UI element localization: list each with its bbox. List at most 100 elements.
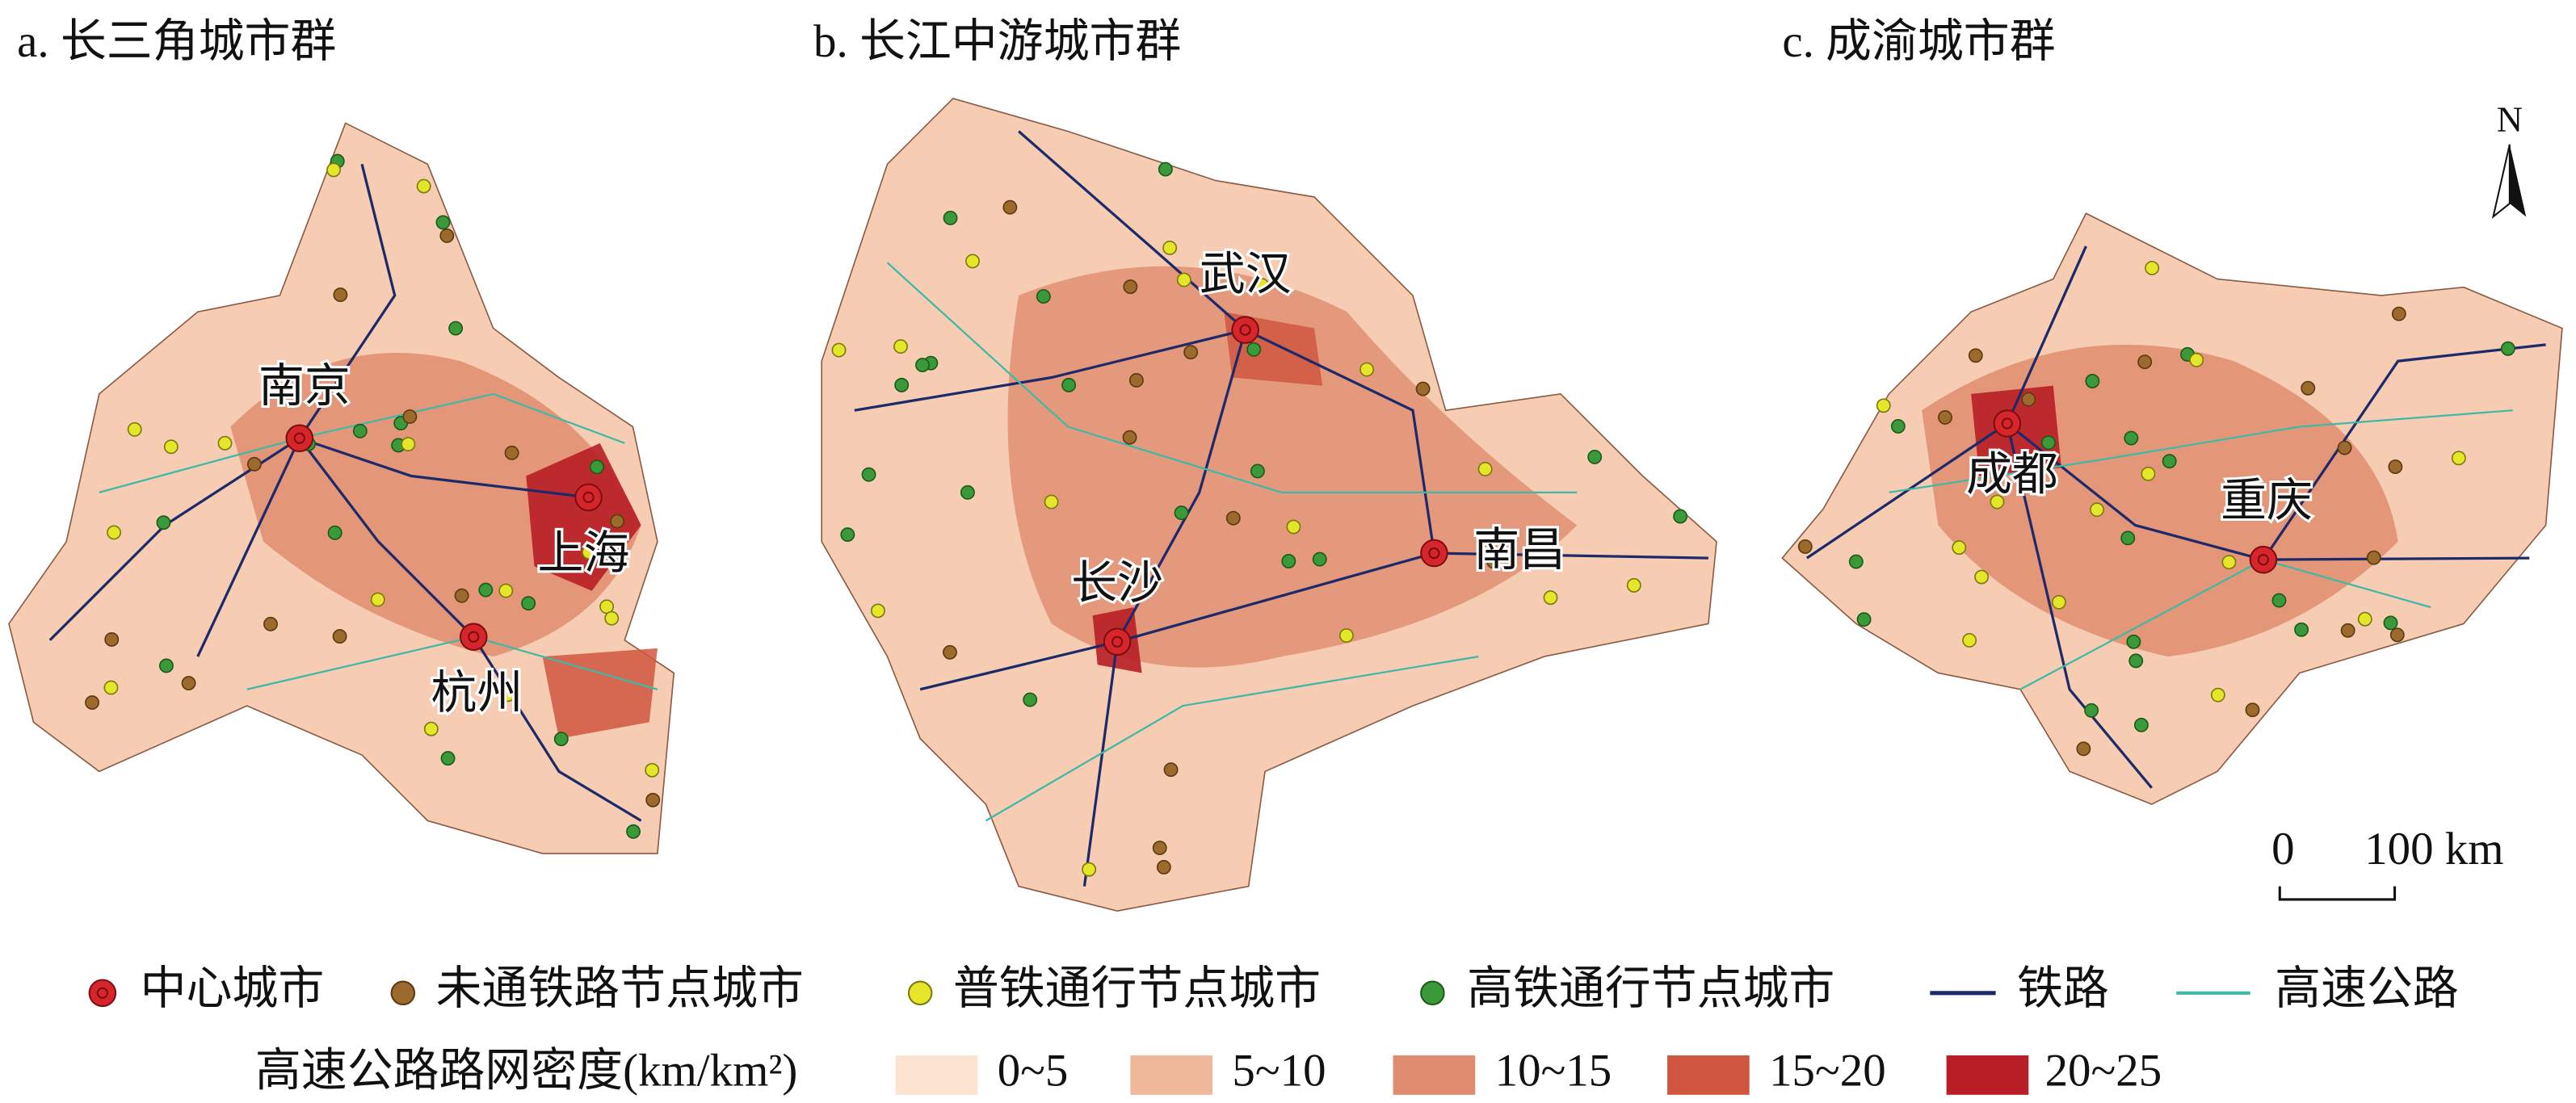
node-city <box>2388 459 2403 475</box>
node-city <box>1990 494 2005 510</box>
node-city <box>1477 462 1493 476</box>
node-city <box>1938 409 1952 425</box>
node-city <box>2391 306 2406 321</box>
legend-label: 5~10 <box>1232 1046 1326 1097</box>
legend-label: 20~25 <box>2045 1046 2162 1097</box>
highway <box>985 655 1479 822</box>
node-city <box>2085 374 2100 388</box>
node-city <box>85 695 100 710</box>
node-city <box>2383 615 2398 631</box>
node-city <box>1128 373 1144 388</box>
panel-title: c. 成渝城市群 <box>1782 16 2055 67</box>
node-city <box>181 676 196 690</box>
density-zone <box>526 442 641 591</box>
legend: 中心城市 未通铁路节点城市 普铁通行节点城市 高铁通行节点城市 铁路 高速公路 … <box>88 963 2459 1097</box>
node-city <box>2366 550 2381 565</box>
node-city <box>1061 377 1077 392</box>
node-city <box>1250 463 1265 479</box>
center-city-label: 重庆 <box>2221 476 2313 526</box>
center-city-marker-inner <box>582 491 595 504</box>
node-city <box>553 732 569 747</box>
node-city <box>2294 622 2309 637</box>
node-city <box>1415 381 1431 396</box>
center-city-marker <box>574 483 603 512</box>
density-zone <box>1007 266 1578 668</box>
north-label: N <box>2497 99 2523 140</box>
center-city-marker <box>2249 545 2278 574</box>
node-city <box>2500 341 2515 356</box>
node-city <box>1082 862 1097 877</box>
node-city <box>2245 702 2260 718</box>
node-city <box>831 342 847 358</box>
center-city-marker-inner <box>468 631 480 643</box>
legend-label: 高速公路 <box>2275 963 2459 1014</box>
node-city <box>1122 430 1137 445</box>
node-city <box>1848 554 1864 569</box>
legend-swatch <box>1946 1055 2029 1095</box>
node-city <box>2084 702 2099 718</box>
node-city <box>2040 435 2056 451</box>
node-city <box>2133 717 2149 732</box>
node-city <box>521 596 536 611</box>
scale-label: 100 km <box>2364 824 2503 874</box>
legend-center-city-inner <box>96 987 108 999</box>
center-city-marker-inner <box>2001 417 2013 430</box>
node-city <box>326 162 342 178</box>
node-city <box>1543 590 1558 606</box>
node-city <box>2271 593 2287 608</box>
legend-density-title: 高速公路路网密度(km/km²) <box>255 1046 797 1097</box>
legend-normal-rail <box>907 980 933 1006</box>
node-city <box>1162 240 1178 255</box>
node-city <box>861 467 876 482</box>
node-city <box>370 592 385 607</box>
legend-label: 15~20 <box>1769 1046 1886 1097</box>
legend-no-rail <box>390 980 416 1006</box>
node-city <box>156 515 171 531</box>
node-city <box>2126 634 2141 649</box>
railway <box>196 163 397 657</box>
scale-line <box>2278 886 2397 901</box>
node-city <box>2120 531 2136 546</box>
legend-label: 中心城市 <box>141 963 325 1014</box>
center-city-marker-inner <box>293 432 305 444</box>
center-city-label: 成都 <box>1966 450 2058 501</box>
node-city <box>332 629 347 644</box>
center-city-marker <box>1103 627 1132 656</box>
node-city <box>498 583 514 598</box>
legend-swatch <box>1393 1055 1476 1095</box>
node-city <box>2051 594 2066 610</box>
node-city <box>1890 418 1906 434</box>
scale-bar: 0 100 km <box>2271 824 2504 901</box>
node-city <box>943 644 957 660</box>
node-city <box>127 421 142 437</box>
legend-swatch <box>1130 1055 1212 1095</box>
node-city <box>1968 348 1983 363</box>
north-arrow-left <box>2491 144 2511 219</box>
node-city <box>1174 505 1189 520</box>
density-zone <box>230 353 641 657</box>
node-city <box>439 228 455 243</box>
node-city <box>104 632 120 647</box>
node-city <box>2021 392 2036 407</box>
node-city <box>1338 628 1354 644</box>
node-city <box>894 377 910 392</box>
center-city-marker <box>459 623 488 651</box>
node-city <box>1123 279 1138 295</box>
node-city <box>2210 687 2225 702</box>
node-city <box>416 178 431 194</box>
legend-label: 普铁通行节点城市 <box>953 963 1321 1014</box>
legend-swatch <box>1667 1055 1750 1095</box>
node-city <box>1974 569 1990 585</box>
node-city <box>352 423 368 438</box>
panel-title: b. 长江中游城市群 <box>813 16 1181 67</box>
node-city <box>1176 272 1191 287</box>
node-city <box>1856 612 1872 627</box>
highway <box>886 262 1578 493</box>
north-arrow-right <box>2509 144 2527 217</box>
node-city <box>1156 859 1171 874</box>
node-city <box>915 358 930 373</box>
node-city <box>610 514 625 529</box>
center-city-marker <box>285 424 314 453</box>
